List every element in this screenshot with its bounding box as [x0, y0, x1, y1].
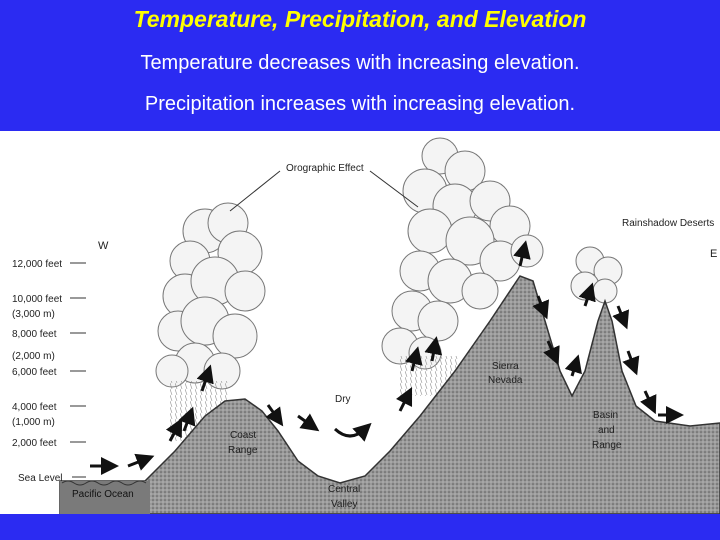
flow-arrow [640, 390, 657, 415]
elevation-label: 2,000 feet [12, 438, 57, 449]
elevation-label: 12,000 feet [12, 259, 62, 270]
orographic-diagram: Orographic Effect Rainshadow Deserts W E… [0, 131, 720, 514]
flow-arrow [196, 364, 214, 392]
valley-label: Valley [331, 499, 358, 510]
flow-arrow [543, 340, 560, 366]
basin-range-label: Range [592, 440, 622, 451]
orographic-pointer-left [229, 170, 281, 212]
coast-cloud-tower [155, 202, 266, 390]
flow-arrow [513, 240, 531, 267]
sierra-cloud-tower [381, 137, 544, 370]
nevada-label: Nevada [488, 375, 523, 386]
pacific-ocean-label: Pacific Ocean [72, 489, 134, 500]
flow-arrow [532, 295, 550, 320]
elevation-label: Sea Level [18, 473, 62, 484]
flow-arrow [395, 386, 413, 412]
ocean-waves [61, 480, 147, 486]
terrain [59, 275, 720, 514]
elevation-label: (1,000 m) [12, 417, 55, 428]
range-label: Range [228, 445, 258, 456]
flow-arrow [564, 354, 582, 377]
elevation-label: 10,000 feet [12, 294, 62, 305]
elevation-scale: 12,000 feet 10,000 feet (3,000 m) 8,000 … [12, 259, 86, 484]
elevation-label: 8,000 feet [12, 329, 57, 340]
bottom-bar [0, 514, 720, 540]
flow-arrow [127, 453, 155, 471]
flow-arrow [165, 418, 183, 442]
precipitation-statement: Precipitation increases with increasing … [144, 93, 576, 115]
and-label: and [598, 425, 615, 436]
flow-arrow [612, 305, 630, 330]
flow-arrow [578, 282, 596, 307]
dry-label: Dry [335, 394, 351, 405]
flow-arrow [622, 350, 640, 376]
central-label: Central [328, 484, 360, 495]
flow-arrow [405, 346, 423, 372]
temperature-statement: Temperature decreases with increasing el… [140, 52, 580, 74]
rainshadow-label: Rainshadow Deserts [622, 218, 714, 229]
basin-label: Basin [593, 410, 618, 421]
flow-arrow [297, 413, 320, 432]
sierra-label: Sierra [492, 361, 519, 372]
flow-arrow [178, 406, 196, 432]
ocean [60, 481, 150, 514]
elevation-label: 6,000 feet [12, 367, 57, 378]
orographic-label: Orographic Effect [286, 163, 364, 174]
orographic-pointer-right [369, 170, 419, 208]
coast-label: Coast [230, 430, 256, 441]
flow-arrow [424, 336, 443, 362]
east-label: E [710, 248, 717, 260]
slide-title: Temperature, Precipitation, and Elevatio… [133, 6, 587, 32]
air-flow-arrows [90, 240, 684, 475]
flow-arrow [265, 404, 284, 427]
flow-arrow [333, 422, 372, 442]
elevation-label: 4,000 feet [12, 402, 57, 413]
elevation-label: (2,000 m) [12, 351, 55, 362]
west-label: W [98, 240, 109, 252]
basin-cloud [570, 246, 623, 304]
elevation-label: (3,000 m) [12, 309, 55, 320]
